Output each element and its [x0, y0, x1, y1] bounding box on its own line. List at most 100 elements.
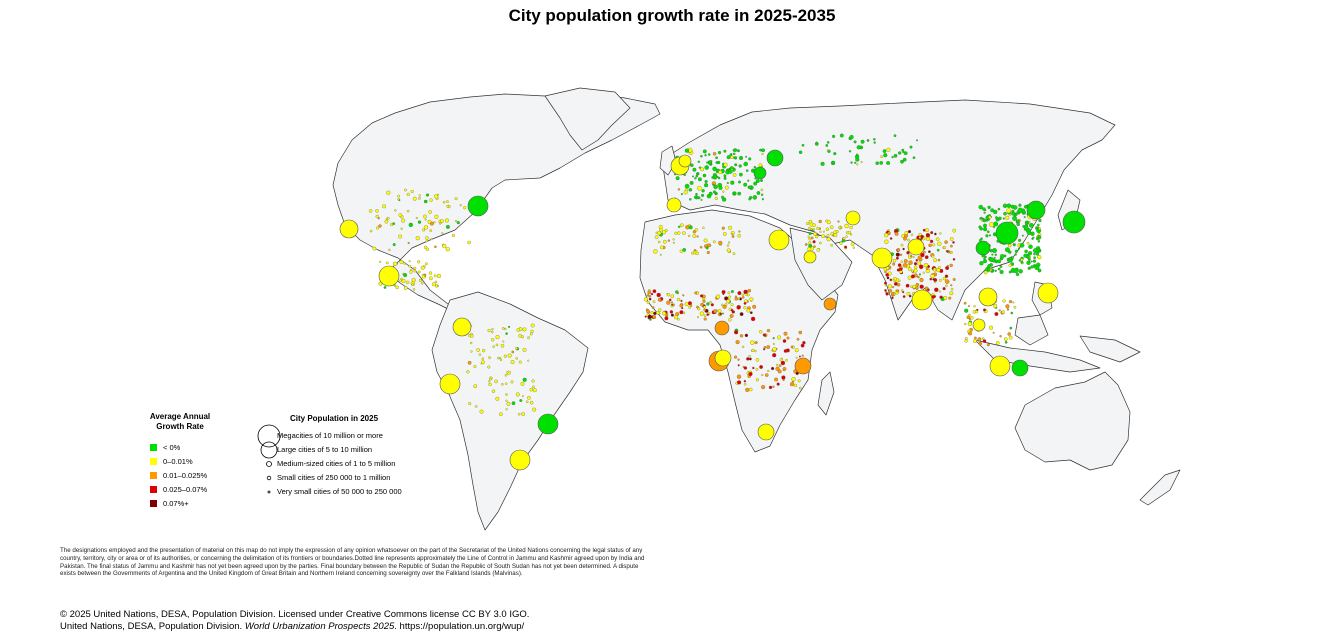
city-marker: [925, 233, 931, 238]
city-marker: [677, 188, 681, 191]
city-marker: [413, 266, 417, 270]
city-marker: [398, 213, 403, 218]
city-marker: [982, 339, 987, 343]
city-marker: [399, 260, 404, 264]
city-marker: [1009, 326, 1013, 330]
city-marker: [440, 219, 444, 223]
city-marker: [650, 292, 654, 296]
city-marker: [532, 407, 537, 412]
city-marker: [1008, 263, 1012, 267]
city-marker: [662, 230, 667, 235]
city-marker: [968, 318, 971, 321]
city-marker: [749, 311, 753, 315]
city-marker: [849, 134, 854, 140]
city-marker: [690, 163, 694, 167]
city-marker: [970, 316, 974, 320]
city-marker: [726, 248, 731, 253]
city-marker: [999, 265, 1003, 268]
population-legend-label: Medium-sized cities of 1 to 5 million: [277, 459, 396, 468]
city-marker: [950, 284, 953, 287]
city-marker: [915, 259, 919, 262]
city-marker: [531, 379, 535, 383]
city-marker: [504, 373, 508, 377]
city-marker: [766, 149, 784, 167]
city-marker: [945, 284, 948, 287]
city-marker: [403, 286, 408, 290]
city-marker: [838, 226, 842, 229]
city-marker: [1023, 216, 1026, 219]
city-marker: [811, 229, 814, 232]
city-marker: [714, 196, 718, 200]
city-marker: [522, 327, 527, 332]
city-marker: [856, 163, 859, 166]
city-marker: [434, 245, 437, 249]
city-marker: [704, 179, 708, 184]
city-marker: [699, 311, 705, 316]
city-marker: [782, 339, 787, 343]
city-marker: [808, 241, 812, 245]
city-marker: [1008, 270, 1012, 274]
city-marker: [444, 218, 449, 223]
city-marker: [1028, 244, 1033, 249]
city-marker: [808, 231, 812, 236]
city-marker: [771, 366, 775, 371]
city-marker: [893, 282, 898, 286]
city-marker: [765, 373, 769, 377]
city-marker: [992, 226, 996, 229]
city-marker: [452, 317, 472, 337]
city-marker: [934, 268, 938, 271]
city-marker: [844, 223, 849, 229]
city-marker: [1037, 282, 1059, 304]
city-marker: [505, 382, 508, 385]
city-marker: [737, 358, 740, 361]
city-marker: [987, 218, 990, 221]
city-marker: [737, 297, 741, 300]
city-marker: [735, 340, 740, 345]
city-marker: [518, 360, 522, 364]
city-marker: [679, 223, 684, 228]
city-marker: [812, 223, 816, 227]
city-marker: [998, 309, 1001, 312]
city-marker: [983, 227, 988, 232]
city-marker: [802, 341, 806, 345]
city-marker: [372, 246, 377, 251]
city-marker: [986, 230, 990, 234]
city-marker: [511, 350, 515, 354]
city-marker: [439, 222, 442, 225]
city-marker: [839, 241, 843, 245]
city-marker: [1031, 237, 1034, 240]
city-marker: [700, 198, 703, 201]
city-marker: [933, 258, 937, 263]
city-marker: [918, 264, 924, 270]
city-marker: [801, 143, 805, 147]
city-marker: [746, 357, 750, 361]
city-marker: [823, 297, 837, 311]
city-marker: [967, 321, 973, 327]
city-marker: [985, 234, 989, 238]
city-marker: [745, 387, 750, 392]
city-marker: [892, 286, 895, 289]
city-marker: [757, 423, 775, 441]
city-marker: [502, 340, 505, 343]
city-marker: [651, 306, 655, 309]
city-marker: [529, 332, 533, 336]
city-marker: [657, 230, 662, 236]
city-marker: [703, 314, 707, 317]
city-marker: [908, 260, 913, 265]
city-marker: [884, 281, 887, 285]
city-marker: [763, 346, 767, 349]
city-marker: [712, 183, 715, 187]
city-marker: [992, 248, 997, 254]
city-marker: [973, 305, 976, 308]
city-marker: [501, 327, 505, 330]
city-marker: [505, 399, 508, 402]
city-marker: [1004, 337, 1008, 341]
city-marker: [734, 297, 739, 301]
city-marker: [519, 399, 523, 402]
city-marker: [423, 274, 427, 277]
population-legend-item: Large cities of 5 to 10 million: [258, 441, 448, 459]
city-marker: [980, 219, 983, 222]
city-marker: [798, 330, 803, 335]
city-marker: [931, 255, 935, 258]
city-marker: [835, 230, 839, 233]
